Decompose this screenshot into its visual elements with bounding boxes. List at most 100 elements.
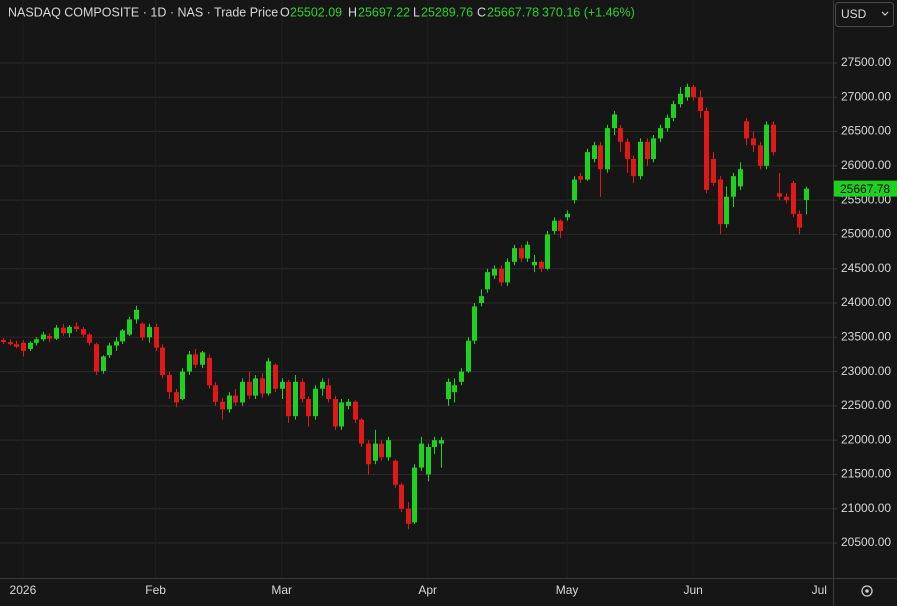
- candle-body: [764, 124, 769, 166]
- candle-body: [28, 342, 33, 349]
- high-value: 25697.22: [358, 5, 410, 19]
- candle-body: [353, 401, 358, 420]
- candle-body: [313, 388, 318, 417]
- candle-body: [525, 244, 530, 259]
- candle-body: [160, 347, 165, 376]
- candle-body: [499, 268, 504, 283]
- time-axis: 2026 Feb Mar Apr May Jun Jul: [10, 583, 827, 597]
- candle-body: [61, 327, 66, 334]
- candle-body: [671, 104, 676, 118]
- candle-body: [87, 334, 92, 343]
- low-value: 25289.76: [421, 5, 473, 19]
- candle-body: [784, 196, 789, 201]
- candle-body: [373, 443, 378, 461]
- candle-body: [393, 460, 398, 485]
- candle-body: [134, 309, 139, 320]
- y-tick-label: 22500.00: [841, 398, 891, 412]
- x-tick-label: 2026: [10, 583, 37, 597]
- ohlc-letter: L: [413, 5, 420, 19]
- candle-body: [432, 440, 437, 448]
- candle-body: [81, 329, 86, 335]
- candle-body: [592, 145, 597, 159]
- chart-title: NASDAQ COMPOSITE · 1D · NAS · Trade Pric…: [8, 5, 278, 19]
- candle-body: [266, 361, 271, 394]
- gear-icon[interactable]: [861, 585, 873, 597]
- candle-body: [260, 378, 265, 394]
- y-tick-label: 24500.00: [841, 261, 891, 275]
- settings-button[interactable]: [861, 585, 873, 597]
- candle-body: [200, 352, 205, 365]
- ohlc-letter: O: [280, 5, 290, 19]
- candle-body: [293, 381, 298, 417]
- gear-center[interactable]: [865, 589, 869, 593]
- candle-body: [41, 334, 46, 340]
- candle-body: [804, 188, 809, 200]
- candle-body: [120, 330, 125, 342]
- candle-body: [711, 158, 716, 183]
- candle-body: [665, 117, 670, 129]
- candle-body: [240, 381, 245, 403]
- candle-body: [180, 371, 185, 400]
- candle-body: [253, 378, 258, 396]
- currency-box[interactable]: [835, 2, 894, 27]
- candle-body: [758, 145, 763, 166]
- y-tick-label: 21500.00: [841, 467, 891, 481]
- grid: [0, 62, 833, 544]
- candle-body: [552, 220, 557, 231]
- candle-body: [107, 345, 112, 356]
- x-tick-label: Mar: [271, 583, 292, 597]
- y-tick-label: 21000.00: [841, 501, 891, 515]
- candle-body: [8, 342, 13, 345]
- candle-body: [14, 344, 19, 347]
- candle-body: [572, 179, 577, 201]
- candle-body: [532, 261, 537, 266]
- candle-body: [645, 141, 650, 159]
- candle-body: [399, 484, 404, 509]
- candle-body: [585, 152, 590, 180]
- open-value: 25502.09: [290, 5, 342, 19]
- x-tick-label: Apr: [418, 583, 437, 597]
- candle-body: [1, 340, 6, 343]
- candle-body: [724, 196, 729, 225]
- candle-body: [578, 176, 583, 180]
- dropdown-arrow[interactable]: [881, 11, 889, 16]
- candle-body: [738, 169, 743, 187]
- candle-body: [320, 381, 325, 389]
- candle-body: [777, 193, 782, 197]
- candle-body: [94, 344, 99, 372]
- candle-body: [366, 443, 371, 465]
- y-tick-label: 25000.00: [841, 227, 891, 241]
- candle-body: [751, 138, 756, 146]
- x-tick-label: Jul: [812, 583, 827, 597]
- candle-body: [346, 401, 351, 406]
- ohlc-letter: C: [477, 5, 486, 19]
- candle-body: [459, 371, 464, 382]
- x-tick-label: May: [556, 583, 579, 597]
- change-value: 370.16 (+1.46%): [542, 5, 635, 19]
- candle-body: [466, 340, 471, 372]
- candle-body: [685, 86, 690, 98]
- x-tick-label: Feb: [145, 583, 166, 597]
- price-tag-label: 25667.78: [840, 182, 890, 196]
- candle-body: [439, 440, 444, 444]
- currency-select[interactable]: USD: [835, 2, 894, 27]
- candle-body: [386, 440, 391, 458]
- candle-body: [359, 419, 364, 444]
- candle-body: [406, 508, 411, 524]
- candle-body: [280, 381, 285, 389]
- y-tick-label: 27500.00: [841, 55, 891, 69]
- candle-body: [512, 248, 517, 262]
- candle-body: [519, 248, 524, 259]
- candle-body: [545, 234, 550, 269]
- candle-body: [187, 354, 192, 372]
- candle-body: [21, 342, 26, 352]
- candle-body: [452, 385, 457, 393]
- candle-body: [612, 114, 617, 129]
- candle-body: [67, 327, 72, 334]
- currency-label[interactable]: USD: [841, 7, 867, 21]
- candle-body: [213, 385, 218, 402]
- candle-body: [101, 356, 106, 371]
- candle-body: [426, 447, 431, 475]
